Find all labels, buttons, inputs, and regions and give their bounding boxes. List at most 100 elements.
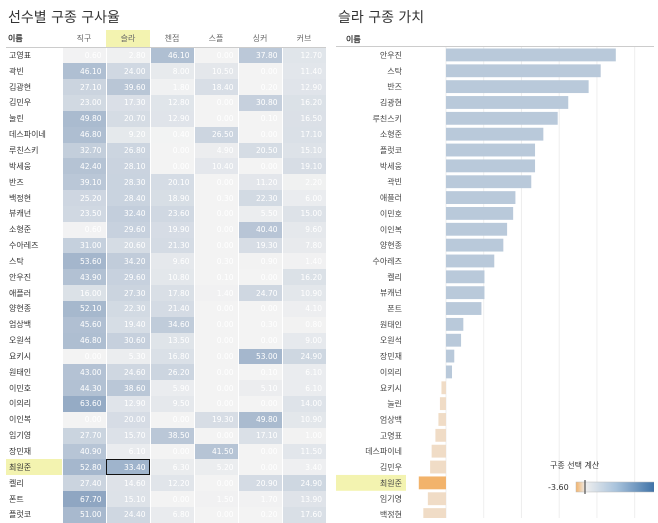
heatmap-cell[interactable]: 16.20: [281, 269, 326, 286]
row-name[interactable]: 스탁: [9, 256, 24, 266]
heatmap-cell[interactable]: 20.70: [105, 110, 150, 127]
row-name[interactable]: 이민호: [9, 383, 32, 393]
row-name[interactable]: 반즈: [9, 177, 24, 187]
heatmap-cell[interactable]: 17.80: [149, 285, 194, 301]
heatmap-cell[interactable]: 5.30: [105, 348, 150, 365]
heatmap-cell[interactable]: 12.20: [149, 475, 194, 492]
heatmap-cell[interactable]: 15.10: [281, 142, 326, 159]
heatmap-cell[interactable]: 0.10: [193, 269, 238, 286]
heatmap-cell[interactable]: 26.80: [105, 142, 150, 159]
heatmap-cell[interactable]: 46.10: [61, 63, 106, 80]
heatmap-cell[interactable]: 0.00: [237, 301, 282, 317]
heatmap-cell[interactable]: 0.00: [149, 158, 194, 175]
heatmap-cell[interactable]: 27.30: [105, 285, 150, 301]
heatmap-cell[interactable]: 46.10: [149, 47, 194, 64]
heatmap-cell[interactable]: 0.00: [193, 47, 238, 64]
heatmap-cell[interactable]: 12.70: [281, 47, 326, 64]
heatmap-cell[interactable]: 0.00: [193, 110, 238, 127]
heatmap-cell[interactable]: 9.60: [149, 253, 194, 270]
row-name[interactable]: 엄상백: [9, 320, 32, 330]
heatmap-cell[interactable]: 24.60: [105, 364, 150, 381]
heatmap-cell[interactable]: 0.00: [193, 380, 238, 397]
heatmap-cell[interactable]: 19.30: [237, 237, 282, 254]
heatmap-cell[interactable]: 15.10: [105, 491, 150, 507]
heatmap-cell[interactable]: 5.10: [237, 380, 282, 397]
heatmap-cell[interactable]: 52.80: [61, 459, 106, 476]
heatmap-cell[interactable]: 22.30: [105, 301, 150, 317]
heatmap-cell[interactable]: 19.30: [193, 411, 238, 428]
heatmap-cell[interactable]: 12.90: [281, 79, 326, 96]
heatmap-cell[interactable]: 28.10: [105, 158, 150, 175]
row-name[interactable]: 뷰캐넌: [9, 209, 32, 219]
row-name[interactable]: 오원석: [9, 336, 32, 346]
heatmap-cell[interactable]: 16.20: [281, 95, 326, 111]
heatmap-cell[interactable]: 0.00: [193, 332, 238, 349]
heatmap-cell[interactable]: 26.50: [193, 126, 238, 143]
heatmap-cell[interactable]: 24.90: [281, 475, 326, 492]
heatmap-cell[interactable]: 16.80: [149, 348, 194, 365]
heatmap-cell[interactable]: 22.30: [237, 190, 282, 206]
heatmap-cell[interactable]: 20.00: [105, 411, 150, 428]
heatmap-cell[interactable]: 0.00: [193, 348, 238, 365]
heatmap-cell[interactable]: 53.60: [61, 253, 106, 270]
heatmap-cell[interactable]: 9.00: [281, 332, 326, 349]
heatmap-cell[interactable]: 20.10: [149, 174, 194, 191]
heatmap-cell[interactable]: 6.10: [281, 380, 326, 397]
heatmap-cell[interactable]: 18.90: [149, 190, 194, 206]
heatmap-cell[interactable]: 37.80: [237, 47, 282, 64]
heatmap-cell[interactable]: 44.30: [61, 380, 106, 397]
row-name[interactable]: 양현종: [9, 304, 32, 314]
heatmap-cell[interactable]: 5.90: [149, 380, 194, 397]
heatmap-cell[interactable]: 0.00: [237, 459, 282, 476]
heatmap-cell[interactable]: 6.00: [281, 190, 326, 206]
heatmap-cell[interactable]: 21.30: [149, 237, 194, 254]
heatmap-cell[interactable]: 0.00: [237, 396, 282, 412]
heatmap-cell[interactable]: 18.40: [193, 79, 238, 96]
heatmap-cell[interactable]: 0.00: [61, 348, 106, 365]
heatmap-cell[interactable]: 34.20: [105, 253, 150, 270]
heatmap-cell[interactable]: 27.70: [61, 427, 106, 444]
heatmap-cell[interactable]: 51.00: [61, 506, 106, 523]
heatmap-cell[interactable]: 0.00: [193, 205, 238, 222]
heatmap-cell[interactable]: 0.00: [149, 443, 194, 460]
heatmap-cell[interactable]: 0.00: [193, 506, 238, 523]
heatmap-cell[interactable]: 31.00: [61, 237, 106, 254]
heatmap-cell[interactable]: 0.00: [193, 237, 238, 254]
heatmap-cell[interactable]: 2.80: [105, 47, 150, 64]
heatmap-cell[interactable]: 40.90: [61, 443, 106, 460]
heatmap-cell[interactable]: 5.20: [193, 459, 238, 476]
heatmap-cell[interactable]: 1.40: [281, 253, 326, 270]
heatmap-cell[interactable]: 43.90: [61, 269, 106, 286]
heatmap-cell[interactable]: 43.00: [61, 364, 106, 381]
heatmap-cell[interactable]: 30.80: [237, 95, 282, 111]
heatmap-cell[interactable]: 40.40: [237, 221, 282, 238]
heatmap-cell[interactable]: 49.80: [61, 110, 106, 127]
column-header-4[interactable]: 싱커: [238, 30, 282, 48]
heatmap-cell[interactable]: 49.80: [237, 411, 282, 428]
heatmap-cell[interactable]: 29.60: [105, 221, 150, 238]
heatmap-cell[interactable]: 45.60: [61, 316, 106, 333]
heatmap-cell[interactable]: 41.50: [193, 443, 238, 460]
heatmap-cell[interactable]: 32.70: [61, 142, 106, 159]
heatmap-cell[interactable]: 0.10: [237, 364, 282, 381]
heatmap-cell[interactable]: 10.80: [149, 269, 194, 286]
heatmap-cell[interactable]: 23.50: [61, 205, 106, 222]
heatmap-cell[interactable]: 0.00: [237, 332, 282, 349]
heatmap-cell[interactable]: 0.00: [193, 221, 238, 238]
row-name[interactable]: 임기영: [9, 431, 32, 441]
heatmap-cell[interactable]: 46.80: [61, 332, 106, 349]
heatmap-cell[interactable]: 16.50: [281, 110, 326, 127]
heatmap-cell[interactable]: 10.40: [193, 158, 238, 175]
heatmap-cell[interactable]: 13.90: [281, 491, 326, 507]
heatmap-cell[interactable]: 0.00: [193, 316, 238, 333]
column-header-3[interactable]: 스플: [194, 30, 238, 48]
heatmap-cell[interactable]: 12.90: [105, 396, 150, 412]
row-name[interactable]: 루친스키: [9, 145, 39, 155]
heatmap-cell[interactable]: 0.00: [193, 301, 238, 317]
heatmap-cell[interactable]: 19.40: [105, 316, 150, 333]
heatmap-cell[interactable]: 17.30: [105, 95, 150, 111]
row-name[interactable]: 안우진: [9, 272, 32, 282]
heatmap-cell[interactable]: 0.60: [61, 221, 106, 238]
heatmap-cell[interactable]: 38.50: [149, 427, 194, 444]
heatmap-cell[interactable]: 20.60: [105, 237, 150, 254]
